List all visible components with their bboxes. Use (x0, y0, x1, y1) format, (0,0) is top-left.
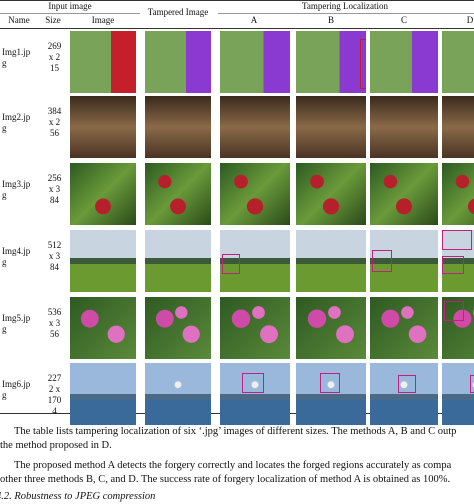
rule (218, 13, 474, 14)
localization-box (222, 254, 240, 274)
localization-box (320, 373, 340, 393)
image (442, 297, 474, 359)
image (370, 297, 438, 359)
image (70, 230, 136, 292)
image (442, 96, 474, 158)
image (145, 363, 211, 425)
image (145, 230, 211, 292)
image (70, 163, 136, 225)
localization-box (442, 256, 464, 274)
image (145, 96, 211, 158)
rule (0, 0, 474, 1)
image (442, 230, 474, 292)
image (70, 96, 136, 158)
image (70, 31, 136, 93)
image (296, 230, 366, 292)
row-name: Img5.jpg (2, 313, 31, 334)
image (145, 297, 211, 359)
image (220, 163, 290, 225)
image (220, 363, 290, 425)
localization-box (242, 373, 264, 393)
row-name: Img1.jpg (2, 47, 31, 68)
image (442, 163, 474, 225)
image (296, 163, 366, 225)
column-header: Size (45, 15, 61, 25)
image (370, 31, 438, 93)
row-size: 256 x 384 (47, 173, 62, 205)
row-size: 2272 x 1704 (47, 373, 62, 416)
localization-box (442, 230, 472, 250)
row-name: Img2.jpg (2, 112, 31, 133)
row-size: 269 x 215 (47, 41, 62, 73)
column-header: C (400, 15, 407, 25)
image (70, 363, 136, 425)
column-header: B (327, 15, 334, 25)
image (296, 297, 366, 359)
column-header: A (250, 15, 258, 25)
image (220, 31, 290, 93)
localization-box (444, 301, 464, 321)
localization-box (372, 250, 392, 272)
image (442, 363, 474, 425)
row-name: Img3.jpg (2, 179, 31, 200)
paragraph-line: The proposed method A detects the forger… (14, 460, 452, 471)
row-size: 536 x 356 (47, 307, 62, 339)
rule (0, 28, 474, 29)
image (370, 96, 438, 158)
image (296, 31, 366, 93)
column-header: D (466, 15, 474, 25)
group-header: Tampering Localization (301, 1, 389, 11)
paragraph-line: the method proposed in D. (0, 440, 112, 451)
column-header: Image (91, 15, 115, 25)
row-size: 384 x 256 (47, 106, 62, 138)
image (70, 297, 136, 359)
localization-box (470, 375, 474, 393)
image (442, 31, 474, 93)
localization-box (398, 375, 416, 393)
group-header: Input image (48, 1, 92, 11)
group-header: Tampered Image (147, 7, 209, 17)
paragraph-line: other three methods B, C, and D. The suc… (0, 474, 451, 485)
image (145, 31, 211, 93)
section-heading: 4.2. Robustness to JPEG compression (0, 491, 156, 502)
paragraph-line: The table lists tampering localization o… (14, 426, 457, 437)
column-header: Name (8, 15, 30, 25)
image (296, 96, 366, 158)
image (145, 163, 211, 225)
image (220, 230, 290, 292)
image (220, 297, 290, 359)
row-size: 512 x 384 (47, 240, 62, 272)
image (370, 163, 438, 225)
row-name: Img6.jpg (2, 379, 31, 400)
image (370, 363, 438, 425)
image (370, 230, 438, 292)
rule (0, 13, 140, 14)
image (296, 363, 366, 425)
image (220, 96, 290, 158)
localization-box (360, 39, 366, 89)
row-name: Img4.jpg (2, 246, 31, 267)
